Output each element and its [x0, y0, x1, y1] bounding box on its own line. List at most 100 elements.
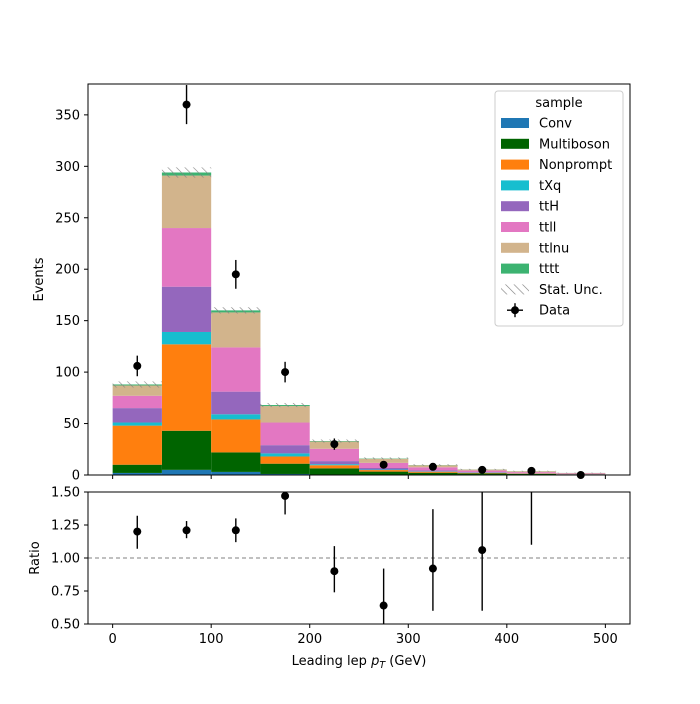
legend-title: sample	[535, 96, 582, 111]
data-point-0	[133, 362, 141, 370]
bar-ttll-bin-1	[162, 228, 211, 287]
bar-multiboson-bin-0	[113, 465, 162, 473]
data-point-1	[183, 101, 191, 109]
ratio-xtick-label-0: 0	[108, 632, 116, 647]
main-ytick-label-0: 0	[72, 469, 80, 484]
ratio-ytick-label-0: 0.50	[51, 618, 80, 633]
main-ytick-label-3: 150	[55, 314, 80, 329]
stat-unc-bin-5	[359, 457, 408, 459]
ratio-point-4	[330, 567, 338, 575]
bar-ttll-bin-0	[113, 396, 162, 408]
legend-swatch-ttll	[501, 222, 529, 232]
bar-nonprompt-bin-0	[113, 426, 162, 465]
bar-txq-bin-2	[211, 414, 260, 419]
stat-unc-bin-0	[113, 381, 162, 387]
legend-swatch-tth	[501, 201, 529, 211]
legend-data-marker	[511, 306, 519, 314]
ratio-ytick-label-3: 1.25	[51, 519, 80, 534]
bar-txq-bin-1	[162, 332, 211, 344]
bar-txq-bin-0	[113, 423, 162, 426]
ratio-y-axis-label: Ratio	[28, 541, 43, 574]
data-point-7	[478, 466, 486, 474]
bar-ttlnu-bin-3	[260, 406, 309, 422]
legend-label-ttlnu: ttlnu	[539, 241, 569, 256]
data-point-2	[232, 270, 240, 278]
data-point-6	[429, 463, 437, 471]
main-y-axis-label: Events	[32, 257, 47, 301]
ratio-point-2	[232, 526, 240, 534]
ratio-xtick-label-1: 100	[199, 632, 224, 647]
bar-ttlnu-bin-2	[211, 312, 260, 347]
legend: sampleConvMultibosonNonprompttXqttHttllt…	[495, 91, 623, 326]
x-axis-label: Leading lep pT (GeV)	[292, 654, 427, 671]
data-point-8	[527, 467, 535, 475]
bar-tth-bin-4	[310, 461, 359, 464]
bar-ttll-bin-3	[260, 423, 309, 446]
stat-unc-bin-1	[162, 167, 211, 177]
bar-nonprompt-bin-4	[310, 465, 359, 468]
stat-unc-bin-3	[260, 403, 309, 407]
bar-ttll-bin-2	[211, 347, 260, 391]
main-ytick-label-7: 350	[55, 108, 80, 123]
ratio-point-7	[478, 546, 486, 554]
bar-txq-bin-4	[310, 464, 359, 465]
ratio-ytick-label-1: 0.75	[51, 585, 80, 600]
bar-txq-bin-3	[260, 453, 309, 456]
bar-multiboson-bin-4	[310, 468, 359, 474]
main-ytick-label-2: 100	[55, 366, 80, 381]
legend-label-txq: tXq	[539, 179, 561, 194]
legend-swatch-tttt	[501, 264, 529, 274]
bar-multiboson-bin-6	[408, 473, 457, 475]
x-axis-label-unit: (GeV)	[385, 654, 426, 669]
bar-nonprompt-bin-2	[211, 419, 260, 452]
ratio-ytick-label-4: 1.50	[51, 486, 80, 501]
bar-multiboson-bin-1	[162, 431, 211, 470]
legend-swatch-multiboson	[501, 139, 529, 149]
ratio-ytick-label-2: 1.00	[51, 552, 80, 567]
ratio-point-5	[380, 602, 388, 610]
legend-swatch-txq	[501, 180, 529, 190]
ratio-point-3	[281, 492, 289, 500]
x-axis-label-main: Leading lep	[292, 654, 371, 669]
bar-multiboson-bin-3	[260, 464, 309, 474]
ratio-xtick-label-2: 200	[297, 632, 322, 647]
data-point-5	[380, 461, 388, 469]
bar-nonprompt-bin-6	[408, 472, 457, 473]
ratio-xtick-label-4: 400	[494, 632, 519, 647]
legend-swatch-stat-unc	[501, 284, 529, 294]
legend-label-tth: ttH	[539, 200, 559, 215]
legend-swatch-ttlnu	[501, 243, 529, 253]
legend-swatch-conv	[501, 118, 529, 128]
ratio-point-0	[133, 528, 141, 536]
bar-ttll-bin-4	[310, 449, 359, 461]
data-point-3	[281, 368, 289, 376]
main-ytick-label-5: 250	[55, 211, 80, 226]
bar-tth-bin-1	[162, 287, 211, 332]
legend-label-data: Data	[539, 304, 570, 319]
bar-multiboson-bin-2	[211, 452, 260, 472]
bar-nonprompt-bin-1	[162, 344, 211, 430]
data-point-4	[330, 440, 338, 448]
bar-tth-bin-0	[113, 408, 162, 422]
x-axis-label-var: p	[370, 654, 379, 669]
main-ytick-label-6: 300	[55, 160, 80, 175]
ratio-point-1	[183, 526, 191, 534]
bar-tth-bin-2	[211, 392, 260, 415]
main-ytick-label-4: 200	[55, 263, 80, 278]
bar-txq-bin-5	[359, 470, 408, 471]
ratio-xtick-label-5: 500	[593, 632, 618, 647]
main-ytick-label-1: 50	[63, 417, 80, 432]
stat-unc-bin-2	[211, 307, 260, 313]
bar-conv-bin-1	[162, 470, 211, 475]
legend-label-nonprompt: Nonprompt	[539, 158, 612, 173]
bar-nonprompt-bin-3	[260, 456, 309, 463]
bar-ttlnu-bin-1	[162, 176, 211, 228]
bar-nonprompt-bin-5	[359, 470, 408, 472]
legend-swatch-nonprompt	[501, 160, 529, 170]
bar-multiboson-bin-5	[359, 472, 408, 475]
legend-label-ttll: ttll	[539, 221, 556, 236]
legend-label-stat-unc: Stat. Unc.	[539, 283, 603, 298]
ratio-xtick-label-3: 300	[396, 632, 421, 647]
